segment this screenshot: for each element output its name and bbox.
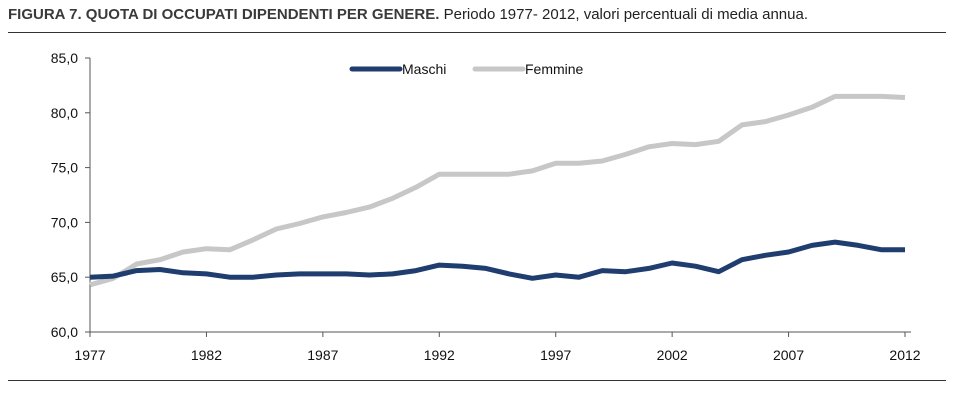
- y-tick-label: 80,0: [51, 105, 78, 121]
- series-layer: [89, 93, 906, 288]
- y-tick-label: 60,0: [51, 324, 78, 340]
- y-tick-label: 85,0: [51, 50, 78, 66]
- x-tick-label: 1982: [191, 347, 222, 363]
- y-tick-label: 65,0: [51, 269, 78, 285]
- axes: 60,0 65,0 70,0 75,0 80,0 85,0 1977 1982 1987 1992…: [51, 50, 921, 363]
- bottom-rule: [8, 380, 946, 381]
- x-tick-label: 1992: [424, 347, 455, 363]
- x-tick-label: 1987: [307, 347, 338, 363]
- figure-title-subtitle: Periodo 1977- 2012, valori percentuali d…: [443, 6, 809, 23]
- y-tick-label: 70,0: [51, 214, 78, 230]
- figure-title: FIGURA 7. QUOTA DI OCCUPATI DIPENDENTI P…: [8, 6, 948, 23]
- top-rule: [8, 32, 946, 33]
- series-line-maschi: [89, 239, 905, 281]
- legend-label-maschi: Maschi: [402, 61, 446, 77]
- legend: Maschi Femmine: [349, 61, 584, 77]
- x-tick-label: 2002: [657, 347, 688, 363]
- x-tick-label: 1977: [74, 347, 105, 363]
- x-tick-label: 2012: [889, 347, 920, 363]
- series-line-femmine: [89, 93, 906, 288]
- x-tick-label: 1997: [540, 347, 571, 363]
- y-tick-label: 75,0: [51, 160, 78, 176]
- legend-label-femmine: Femmine: [525, 61, 584, 77]
- figure-title-bold: FIGURA 7. QUOTA DI OCCUPATI DIPENDENTI P…: [8, 6, 440, 23]
- x-tick-label: 2007: [773, 347, 804, 363]
